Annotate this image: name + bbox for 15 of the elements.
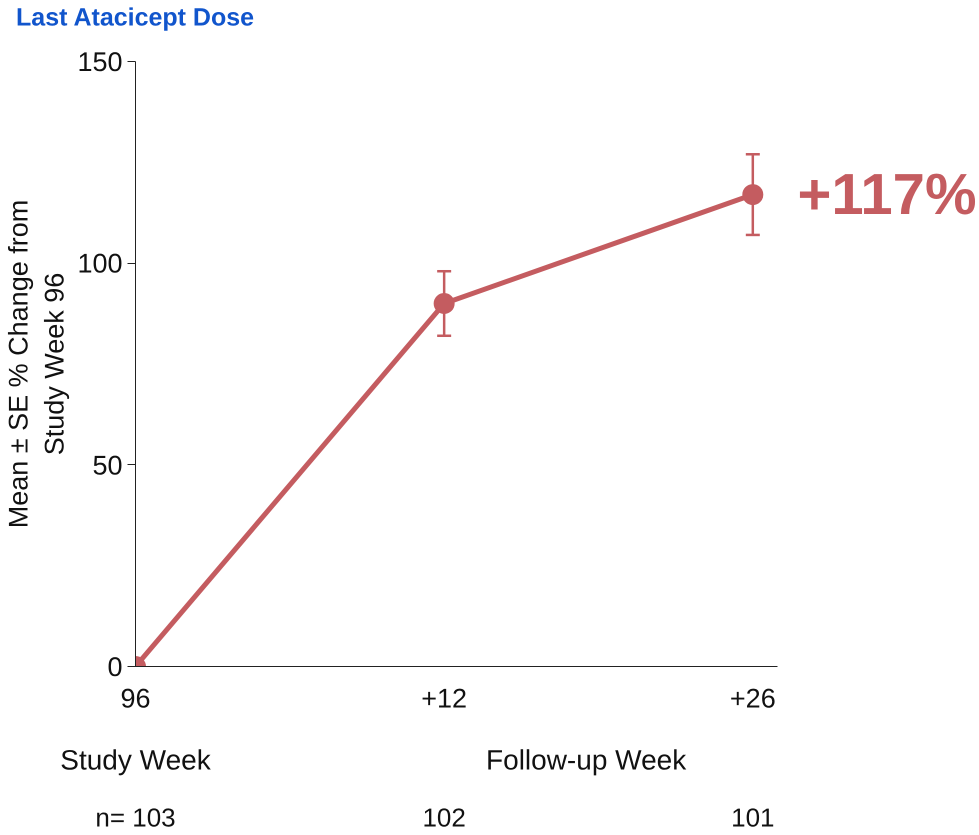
text: Follow-up Week — [486, 744, 688, 776]
y-tick-label: 0 — [107, 652, 123, 682]
x-tick-label: 96 — [120, 684, 151, 714]
text: Study Week — [60, 744, 212, 776]
x-tick-label: +12 — [421, 684, 468, 714]
y-axis-title: Mean ± SE % Change from Study Week 96 — [3, 200, 70, 528]
annotation: +117% — [798, 162, 977, 228]
text: 102 — [422, 802, 466, 832]
text: 101 — [731, 802, 775, 832]
y-tick-label: 150 — [77, 47, 123, 77]
x-tick-label: +26 — [730, 684, 776, 714]
y-tick-label: 50 — [92, 450, 123, 480]
text: Last Atacicept Dose — [16, 4, 254, 32]
text: n= 103 — [95, 802, 176, 832]
y-tick-label: 100 — [77, 248, 123, 279]
